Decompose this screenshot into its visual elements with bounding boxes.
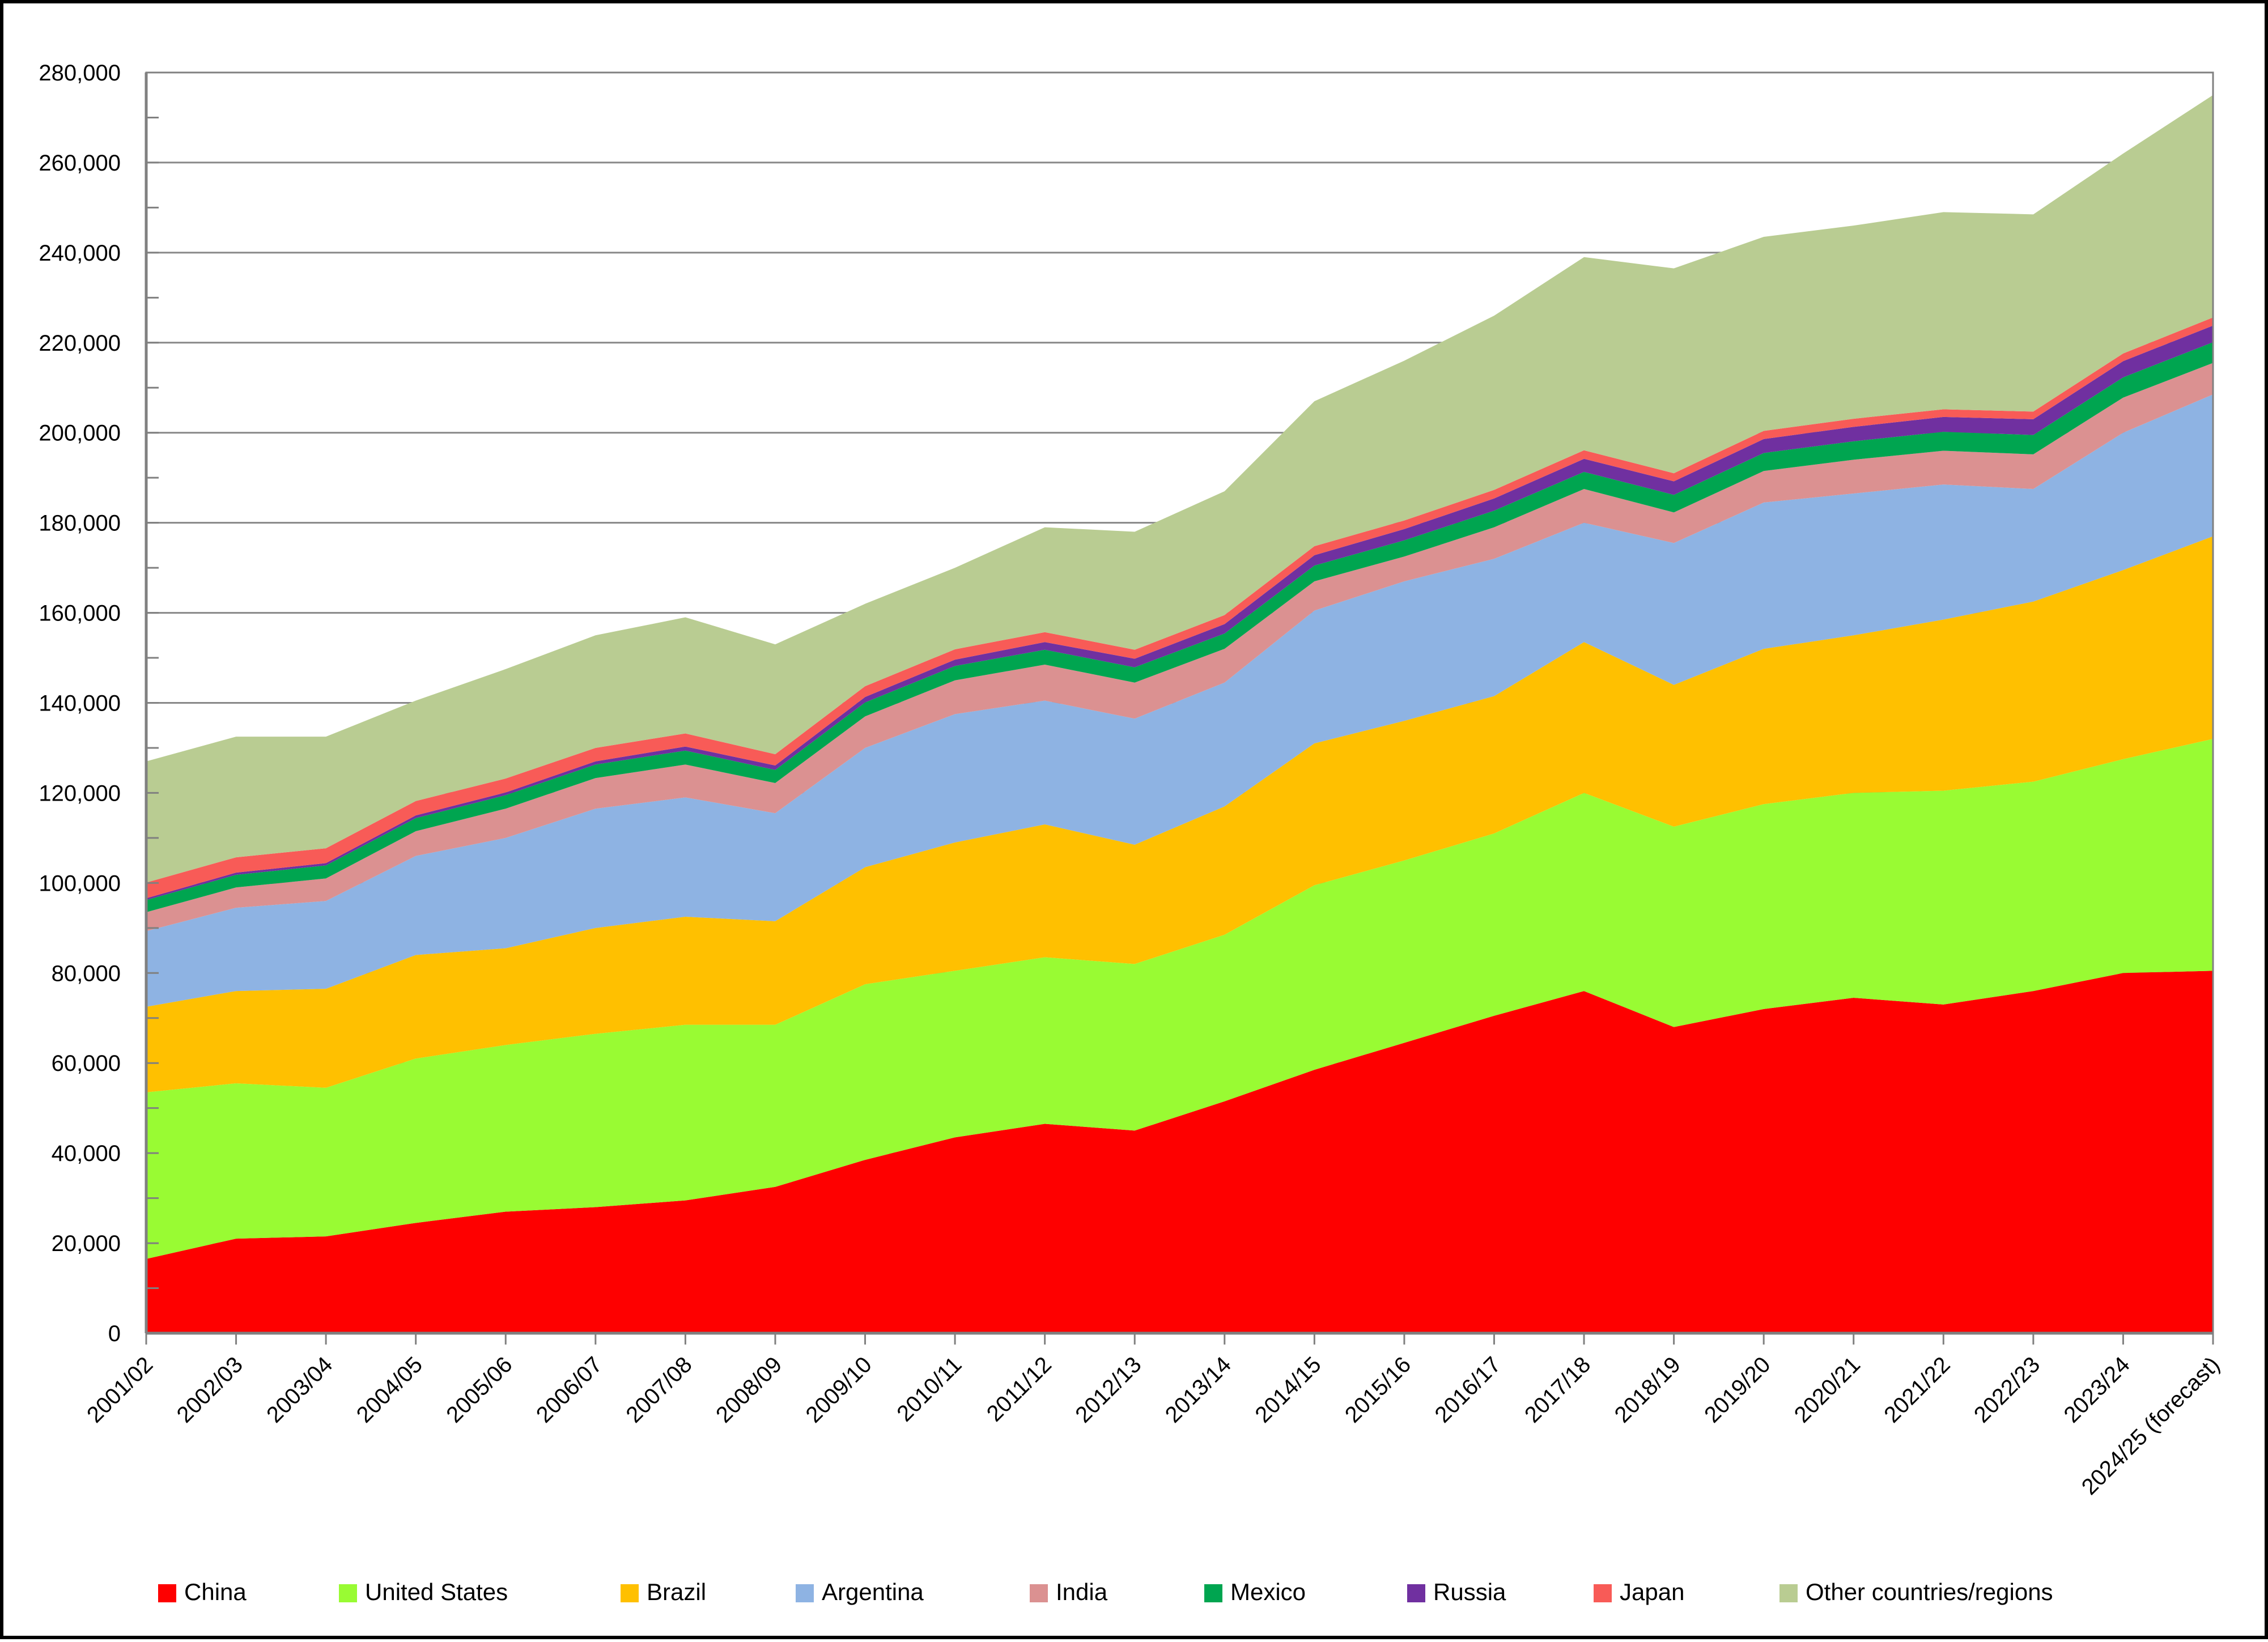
area-argentina bbox=[146, 394, 2213, 1007]
legend-label-japan: Japan bbox=[1620, 1579, 1684, 1605]
legend-marker-brazil bbox=[621, 1584, 639, 1602]
y-tick-label-7: 140,000 bbox=[39, 691, 121, 716]
y-tick-label-2: 40,000 bbox=[52, 1141, 121, 1166]
legend-label-mexico: Mexico bbox=[1230, 1579, 1306, 1605]
legend-marker-japan bbox=[1594, 1584, 1612, 1602]
legend-label-brazil: Brazil bbox=[647, 1579, 706, 1605]
legend-item-argentina: Argentina bbox=[796, 1579, 924, 1605]
legend-marker-russia bbox=[1407, 1584, 1425, 1602]
legend-item-other-countries-regions: Other countries/regions bbox=[1779, 1579, 2053, 1605]
legend-label-argentina: Argentina bbox=[822, 1579, 924, 1605]
y-tick-label-14: 280,000 bbox=[39, 61, 121, 86]
legend-marker-united-states bbox=[339, 1584, 357, 1602]
y-tick-label-0: 0 bbox=[108, 1321, 121, 1346]
y-tick-label-12: 240,000 bbox=[39, 241, 121, 266]
area-mexico bbox=[146, 342, 2213, 913]
legend-item-china: China bbox=[158, 1579, 247, 1605]
area-series-group bbox=[146, 95, 2213, 1333]
y-tick-label-4: 80,000 bbox=[52, 961, 121, 986]
area-japan bbox=[146, 317, 2213, 899]
y-tick-label-8: 160,000 bbox=[39, 601, 121, 626]
legend-label-india: India bbox=[1056, 1579, 1108, 1605]
legend-item-brazil: Brazil bbox=[621, 1579, 706, 1605]
legend-label-other-countries-regions: Other countries/regions bbox=[1806, 1579, 2053, 1605]
x-axis-ticks bbox=[145, 1333, 2214, 1345]
legend-item-united-states: United States bbox=[339, 1579, 508, 1605]
legend-item-russia: Russia bbox=[1407, 1579, 1506, 1605]
legend-marker-other-countries-regions bbox=[1779, 1584, 1798, 1602]
legend-item-japan: Japan bbox=[1594, 1579, 1684, 1605]
area-india bbox=[146, 363, 2213, 931]
y-tick-label-13: 260,000 bbox=[39, 151, 121, 176]
y-tick-label-11: 220,000 bbox=[39, 331, 121, 356]
y-tick-label-6: 120,000 bbox=[39, 781, 121, 806]
y-tick-label-1: 20,000 bbox=[52, 1231, 121, 1256]
y-axis-ticks bbox=[146, 71, 159, 1334]
legend-label-china: China bbox=[184, 1579, 247, 1605]
area-china bbox=[146, 971, 2213, 1333]
legend-item-india: India bbox=[1030, 1579, 1108, 1605]
y-tick-label-9: 180,000 bbox=[39, 511, 121, 536]
legend-marker-india bbox=[1030, 1584, 1048, 1602]
area-other-countries-regions bbox=[146, 95, 2213, 883]
area-united-states bbox=[146, 739, 2213, 1259]
legend-marker-china bbox=[158, 1584, 176, 1602]
legend-label-united-states: United States bbox=[365, 1579, 508, 1605]
legend-item-mexico: Mexico bbox=[1204, 1579, 1306, 1605]
y-tick-label-3: 60,000 bbox=[52, 1051, 121, 1076]
y-axis-labels: 0 20,000 40,000 60,000 80,000 100,000 120,000 1… bbox=[39, 61, 121, 1346]
y-tick-label-5: 100,000 bbox=[39, 871, 121, 896]
area-brazil bbox=[146, 536, 2213, 1092]
legend: China United States Brazil Argentina India Me… bbox=[158, 1579, 2053, 1605]
legend-label-russia: Russia bbox=[1433, 1579, 1506, 1605]
legend-marker-mexico bbox=[1204, 1584, 1222, 1602]
legend-marker-argentina bbox=[796, 1584, 814, 1602]
y-tick-label-10: 200,000 bbox=[39, 421, 121, 446]
